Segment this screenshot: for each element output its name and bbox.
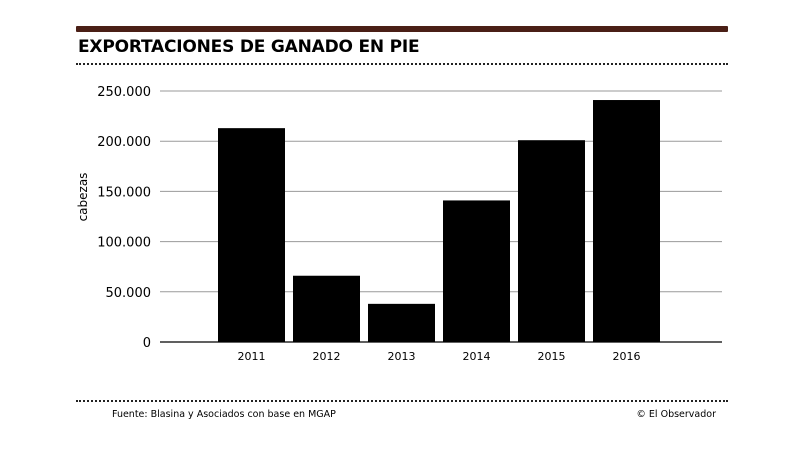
bar [218,128,285,342]
dotted-divider-bottom [76,400,728,402]
publisher-credit: © El Observador [636,409,716,420]
bars [218,100,660,342]
top-rule [76,26,728,32]
x-tick-label: 2016 [613,350,641,363]
source-note: Fuente: Blasina y Asociados con base en … [112,409,336,420]
y-tick-label: 200.000 [97,135,151,150]
bar [518,140,585,342]
x-tick-label: 2012 [313,350,341,363]
x-tick-label: 2013 [388,350,416,363]
bar [293,275,360,342]
y-axis-ticks: 0 50.000 100.000 150.000 200.000 250.000 [97,85,151,351]
y-tick-label: 250.000 [97,85,151,100]
bar [443,200,510,342]
y-tick-label: 0 [143,336,151,351]
x-tick-label: 2011 [238,350,266,363]
y-tick-label: 50.000 [106,286,152,301]
bar [593,100,660,342]
dotted-divider-top [76,63,728,65]
y-axis-label: cabezas [76,173,90,222]
y-tick-label: 100.000 [97,236,151,251]
y-tick-label: 150.000 [97,185,151,200]
bar [368,303,435,342]
chart-title: EXPORTACIONES DE GANADO EN PIE [78,37,420,57]
x-axis-ticks: 2011 2012 2013 2014 2015 2016 [238,350,641,363]
x-tick-label: 2014 [463,350,491,363]
x-tick-label: 2015 [538,350,566,363]
